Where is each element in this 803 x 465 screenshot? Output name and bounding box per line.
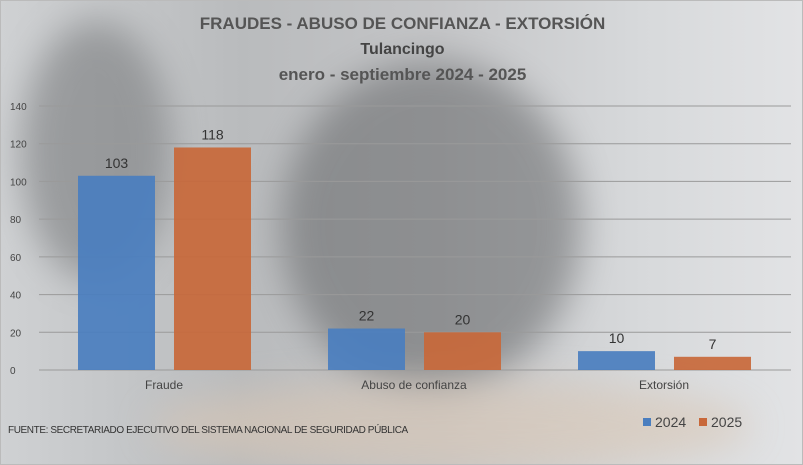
data-label: 7: [709, 336, 717, 352]
background-photo-desk: [151, 381, 751, 464]
y-tick-label: 20: [10, 328, 22, 339]
y-tick-label: 60: [10, 253, 22, 264]
x-tick-label: Fraude: [145, 378, 183, 392]
x-tick-label: Extorsión: [639, 378, 689, 392]
y-tick-label: 120: [10, 140, 27, 151]
chart-period: enero - septiembre 2024 - 2025: [278, 65, 527, 84]
y-tick-label: 140: [10, 102, 27, 113]
legend-label: 2025: [711, 414, 743, 430]
data-label: 118: [201, 126, 224, 142]
source-note: FUENTE: SECRETARIADO EJECUTIVO DEL SISTE…: [8, 425, 408, 436]
legend-item-2024: 2024: [643, 414, 686, 430]
bar-2024: [328, 328, 405, 370]
chart-title: FRAUDES - ABUSO DE CONFIANZA - EXTORSIÓN: [199, 14, 606, 33]
data-label: 22: [359, 308, 375, 324]
bar-2024: [578, 351, 655, 370]
y-tick-label: 40: [10, 291, 22, 302]
data-label: 103: [105, 155, 129, 171]
chart-subtitle: Tulancingo: [360, 41, 445, 58]
data-label: 10: [609, 330, 625, 346]
x-tick-label: Abuso de confianza: [361, 378, 467, 392]
legend-swatch-2025: [699, 418, 707, 426]
bar-2025: [174, 147, 251, 370]
legend-item-2025: 2025: [699, 414, 742, 430]
y-tick-label: 80: [10, 215, 22, 226]
legend-swatch-2024: [643, 418, 651, 426]
bar-2024: [78, 175, 155, 370]
bar-2025: [424, 332, 501, 370]
bar-2025: [674, 356, 751, 370]
legend-label: 2024: [655, 414, 687, 430]
y-tick-label: 0: [10, 366, 16, 377]
data-label: 20: [455, 311, 471, 327]
y-tick-label: 100: [10, 177, 27, 188]
